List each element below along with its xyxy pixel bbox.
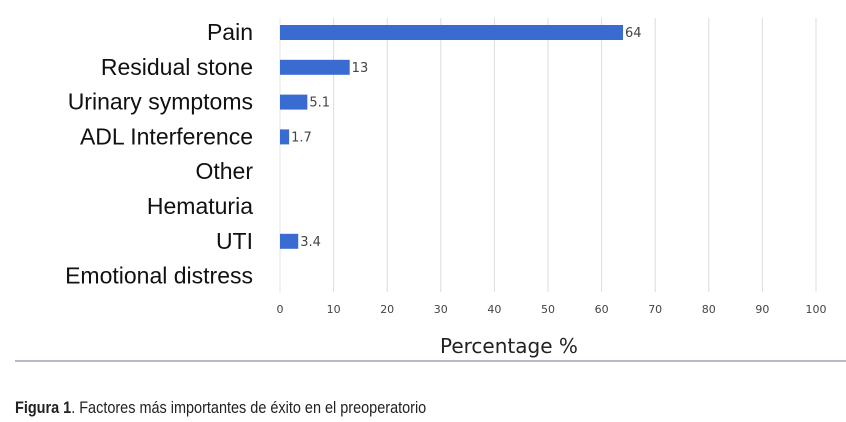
x-tick-label: 50: [541, 303, 555, 316]
category-label: Pain: [207, 19, 253, 45]
x-tick-label: 60: [595, 303, 609, 316]
category-label: UTI: [216, 228, 253, 254]
x-axis-label: Percentage %: [440, 334, 578, 358]
bar: [280, 25, 624, 40]
x-tick-label: 70: [648, 303, 662, 316]
bar-chart: 0 10 20 30 40 50 60 70 80 90 100 Pain 64 Residual sto…: [65, 18, 827, 316]
data-label: 3.4: [300, 235, 321, 250]
bar: [280, 129, 290, 145]
data-label: 64: [625, 26, 642, 41]
bar: [280, 59, 350, 75]
category-label: Residual stone: [101, 54, 253, 80]
data-label: 5.1: [309, 96, 330, 111]
category-label: Hematuria: [147, 193, 253, 219]
caption-text: . Factores más importantes de éxito en e…: [71, 398, 427, 417]
category-label: Urinary symptoms: [68, 89, 253, 115]
x-tick-label: 30: [434, 303, 448, 316]
x-tick-label: 10: [327, 303, 341, 316]
x-tick-label: 40: [487, 303, 501, 316]
caption-label: Figura 1: [15, 398, 72, 417]
bar: [280, 233, 299, 249]
x-tick-label: 0: [277, 303, 284, 316]
x-tick-label: 100: [806, 303, 827, 316]
category-label: Other: [195, 158, 253, 184]
category-label: ADL Interference: [80, 123, 253, 149]
figure-caption: Figura 1. Factores más importantes de éx…: [15, 398, 426, 418]
x-tick-label: 90: [755, 303, 769, 316]
divider: [15, 360, 846, 362]
x-tick-label: 80: [702, 303, 716, 316]
category-label: Emotional distress: [65, 263, 253, 289]
data-label: 13: [352, 61, 369, 76]
data-label: 1.7: [291, 130, 312, 145]
bar: [280, 94, 308, 110]
x-tick-label: 20: [380, 303, 394, 316]
